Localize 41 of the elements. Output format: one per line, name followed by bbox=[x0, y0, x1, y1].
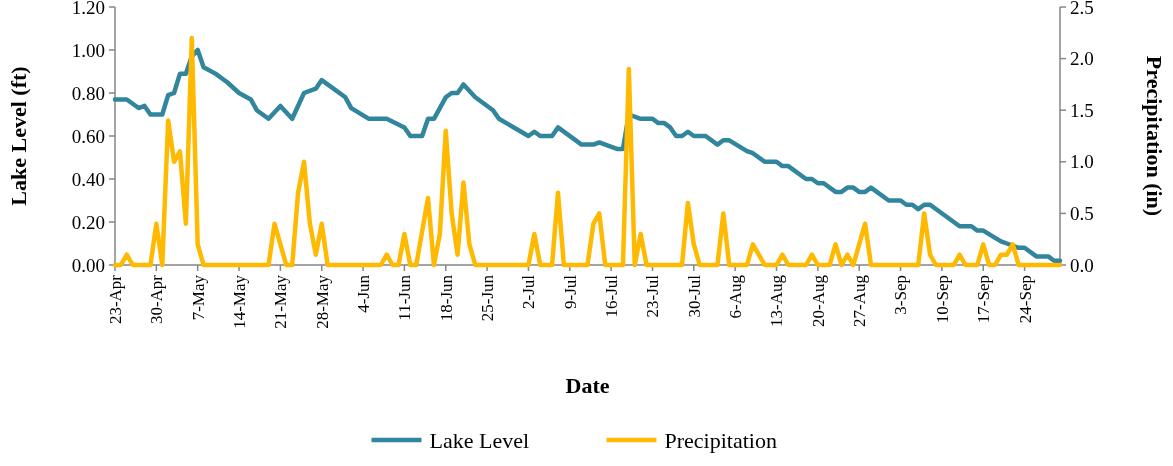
y2-tick-label: 2.5 bbox=[1070, 0, 1094, 18]
x-tick-label: 28-May bbox=[312, 274, 332, 329]
x-tick-label: 18-Jun bbox=[436, 274, 456, 322]
x-tick-label: 27-Aug bbox=[850, 274, 870, 327]
x-tick-label: 17-Sep bbox=[974, 275, 994, 324]
x-tick-label: 9-Jul bbox=[560, 274, 580, 309]
y-tick-label: 0.40 bbox=[71, 168, 105, 190]
x-tick-label: 2-Jul bbox=[519, 274, 539, 309]
x-tick-label: 11-Jun bbox=[395, 274, 415, 321]
x-tick-label: 3-Sep bbox=[891, 275, 911, 315]
y-tick-label: 0.00 bbox=[71, 254, 105, 276]
x-tick-label: 13-Aug bbox=[767, 274, 787, 327]
x-tick-label: 20-Aug bbox=[808, 274, 828, 327]
legend-label: Lake Level bbox=[429, 427, 530, 453]
x-tick-label: 23-Apr bbox=[105, 274, 125, 325]
y2-axis-title: Precipitation (in) bbox=[1142, 55, 1168, 217]
y-tick-label: 1.20 bbox=[71, 0, 105, 18]
x-tick-label: 30-Apr bbox=[147, 274, 167, 325]
x-tick-label: 7-May bbox=[188, 274, 208, 321]
y-tick-label: 0.80 bbox=[71, 82, 105, 104]
y2-tick-label: 2.0 bbox=[1070, 48, 1094, 70]
x-tick-label: 25-Jun bbox=[478, 274, 498, 322]
y-tick-label: 0.20 bbox=[71, 211, 105, 233]
y-axis-title: Lake Level (ft) bbox=[5, 66, 31, 206]
x-tick-label: 23-Jul bbox=[643, 274, 663, 318]
x-tick-label: 24-Sep bbox=[1015, 275, 1035, 324]
x-tick-label: 6-Aug bbox=[726, 274, 746, 319]
x-tick-label: 14-May bbox=[229, 274, 249, 329]
x-tick-label: 10-Sep bbox=[932, 275, 952, 324]
y2-tick-label: 1.5 bbox=[1070, 99, 1094, 121]
y-tick-label: 0.60 bbox=[71, 125, 105, 147]
y2-tick-label: 0.0 bbox=[1070, 254, 1094, 276]
y2-tick-label: 1.0 bbox=[1070, 151, 1094, 173]
y-tick-label: 1.00 bbox=[71, 39, 105, 61]
legend-label: Precipitation bbox=[664, 427, 777, 453]
x-tick-label: 4-Jun bbox=[354, 274, 374, 313]
x-axis-title: Date bbox=[565, 373, 610, 398]
x-tick-label: 21-May bbox=[271, 274, 291, 329]
x-tick-label: 16-Jul bbox=[602, 274, 622, 318]
x-tick-label: 30-Jul bbox=[684, 274, 704, 318]
y2-tick-label: 0.5 bbox=[1070, 203, 1094, 225]
